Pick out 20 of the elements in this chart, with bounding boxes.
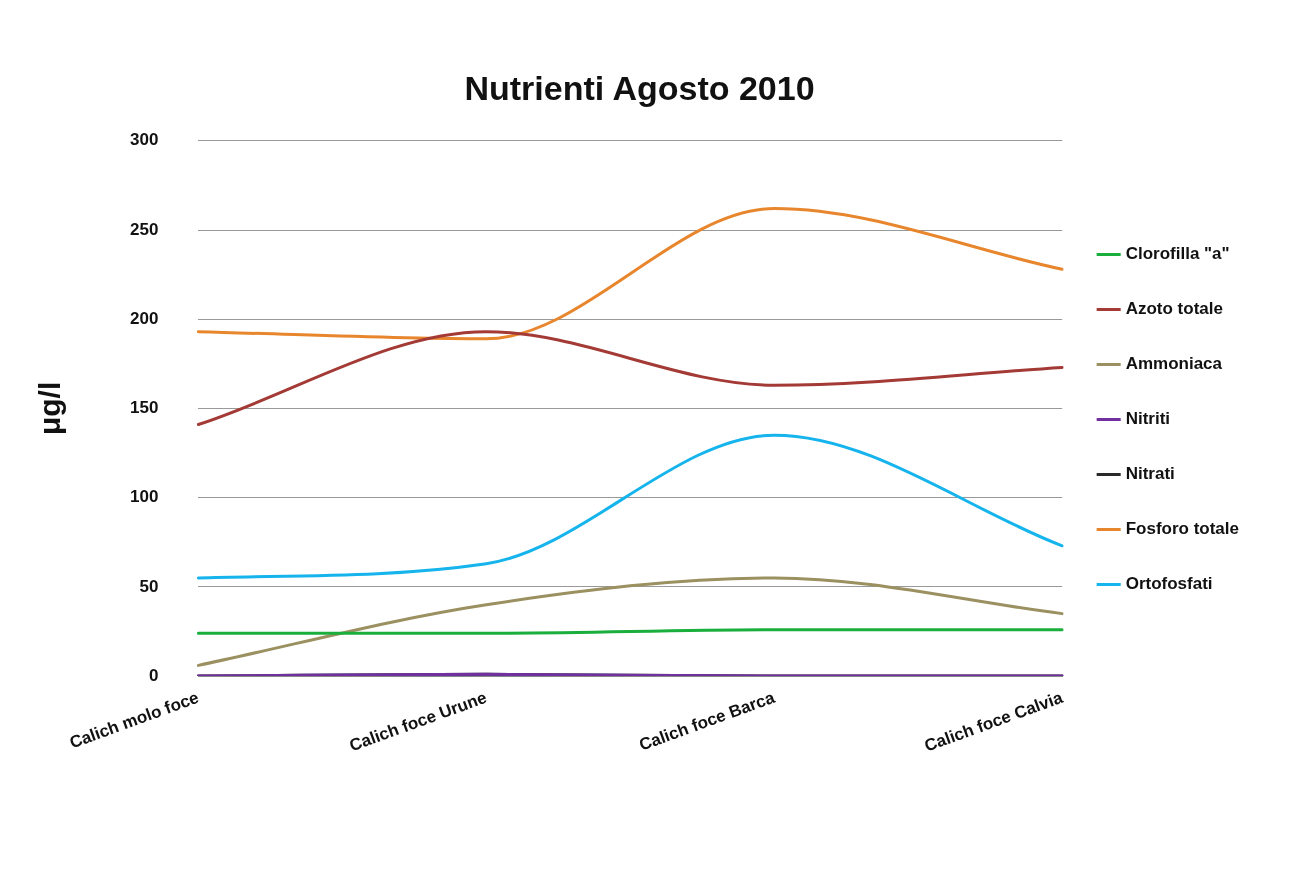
x-tick-label: Calich foce Barca <box>636 687 778 755</box>
y-tick-label: 100 <box>129 487 159 507</box>
chart-title: Nutrienti Agosto 2010 <box>464 68 815 107</box>
y-tick-label: 300 <box>129 130 159 150</box>
legend-label: Ammoniaca <box>1125 354 1223 374</box>
legend-label: Nitrati <box>1125 464 1175 484</box>
legend-label: Fosforo totale <box>1125 519 1240 539</box>
legend-label: Azoto totale <box>1125 299 1223 319</box>
y-tick-label: 150 <box>129 398 159 418</box>
legend-label: Nitriti <box>1125 409 1171 429</box>
y-tick-label: 250 <box>129 219 159 239</box>
x-tick-label: Calich foce Calvia <box>921 687 1066 756</box>
x-tick-label: Calich foce Urune <box>346 687 490 756</box>
legend-label: Ortofosfati <box>1125 574 1213 594</box>
legend-label: Clorofilla "a" <box>1125 244 1230 264</box>
y-axis-title: μg/l <box>33 381 67 436</box>
y-tick-label: 50 <box>139 576 159 596</box>
y-tick-label: 0 <box>148 665 159 685</box>
y-tick-label: 200 <box>129 308 159 328</box>
x-tick-label: Calich molo foce <box>67 687 202 753</box>
